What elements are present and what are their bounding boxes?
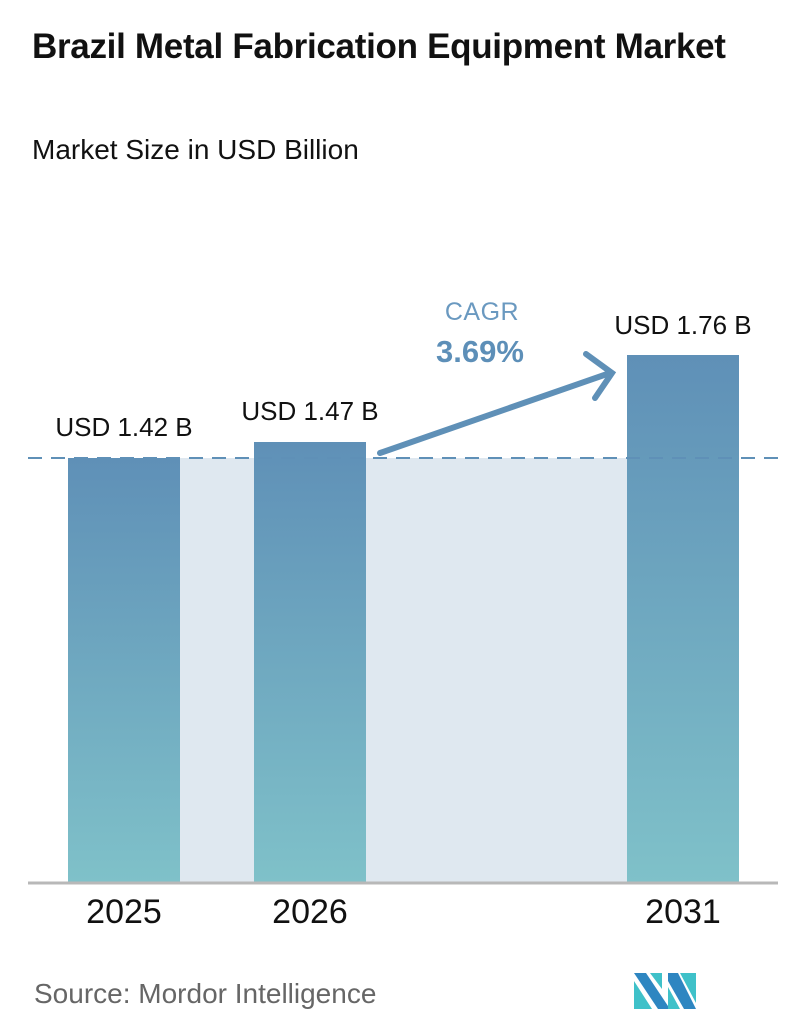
- source-text: Source: Mordor Intelligence: [34, 978, 377, 1009]
- bar-label-2026: USD 1.47 B: [241, 396, 379, 426]
- x-tick-2026: 2026: [272, 893, 348, 931]
- page-subtitle: Market Size in USD Billion: [32, 134, 359, 165]
- cagr-arrow-icon: [377, 351, 617, 456]
- page-title: Brazil Metal Fabrication Equipment Marke…: [32, 27, 726, 66]
- cagr-label: CAGR: [444, 298, 520, 326]
- bar-2025: [68, 458, 180, 882]
- x-tick-2025: 2025: [86, 893, 162, 931]
- bar-label-2025: USD 1.42 B: [55, 412, 193, 442]
- x-tick-2031: 2031: [645, 893, 721, 931]
- bar-label-2031: USD 1.76 B: [614, 310, 752, 340]
- cagr-value: 3.69%: [436, 334, 524, 369]
- bar-2026: [254, 442, 366, 882]
- mordor-intelligence-logo-icon: [634, 973, 696, 1009]
- bar-2031: [627, 355, 739, 882]
